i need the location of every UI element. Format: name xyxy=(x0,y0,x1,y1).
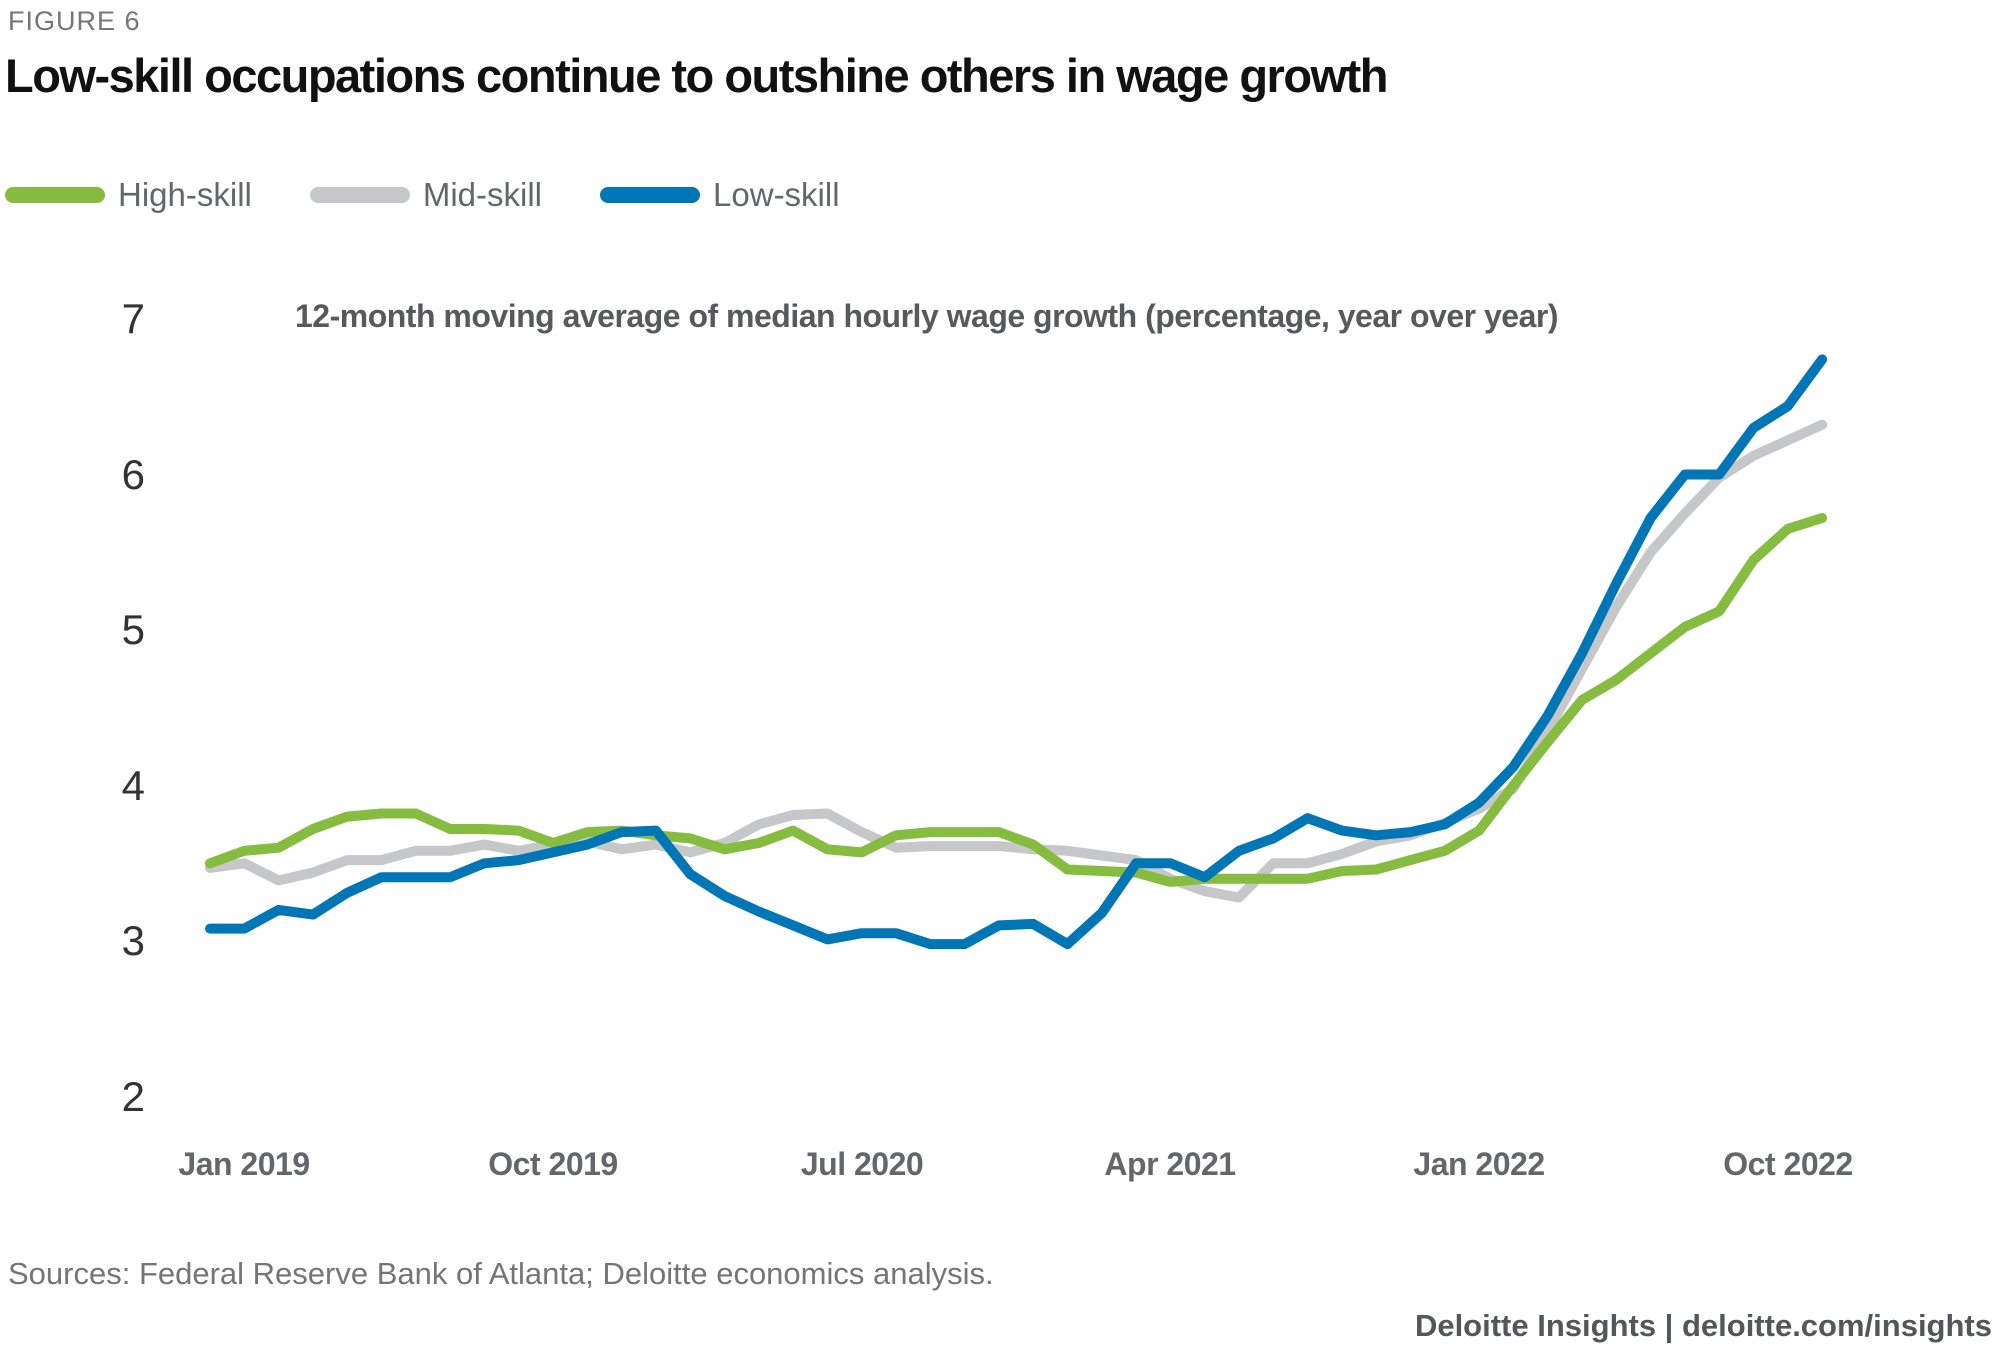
high-skill-line xyxy=(205,513,1828,887)
chart-subtitle: 12-month moving average of median hourly… xyxy=(295,298,1558,334)
legend-item-mid-skill: Mid-skill xyxy=(309,176,543,214)
legend-label: Mid-skill xyxy=(422,176,543,213)
chart-title: Low-skill occupations continue to outshi… xyxy=(5,49,1388,102)
x-axis-tick-label: Jan 2022 xyxy=(1413,1146,1545,1182)
low-skill-line xyxy=(205,354,1828,950)
sources-note: Sources: Federal Reserve Bank of Atlanta… xyxy=(8,1256,994,1291)
y-axis-tick-label: 2 xyxy=(121,1073,145,1120)
high-skill-swatch-icon xyxy=(5,187,105,203)
y-axis-tick-label: 4 xyxy=(121,762,145,809)
figure-number-label: FIGURE 6 xyxy=(8,6,141,36)
x-axis-tick-label: Jul 2020 xyxy=(800,1146,924,1182)
x-axis-tick-label: Oct 2019 xyxy=(488,1146,618,1182)
y-axis-tick-label: 6 xyxy=(121,451,145,498)
y-axis-tick-label: 7 xyxy=(121,295,145,342)
x-axis-tick-label: Oct 2022 xyxy=(1723,1146,1853,1182)
legend-item-low-skill: Low-skill xyxy=(600,176,840,214)
legend-label: Low-skill xyxy=(713,176,840,213)
y-axis-tick-label: 3 xyxy=(121,917,145,964)
low-skill-swatch-icon xyxy=(600,187,701,203)
chart-legend: High-skill Mid-skill Low-skill xyxy=(5,176,898,214)
x-axis-tick-label: Jan 2019 xyxy=(178,1146,310,1182)
y-axis-tick-label: 5 xyxy=(121,606,145,653)
mid-skill-swatch-icon xyxy=(309,187,410,203)
x-axis-tick-label: Apr 2021 xyxy=(1104,1146,1236,1182)
legend-label: High-skill xyxy=(118,176,252,213)
legend-item-high-skill: High-skill xyxy=(5,176,252,214)
deloitte-insights-attribution: Deloitte Insights | deloitte.com/insight… xyxy=(1414,1308,1992,1343)
mid-skill-line xyxy=(205,419,1828,903)
